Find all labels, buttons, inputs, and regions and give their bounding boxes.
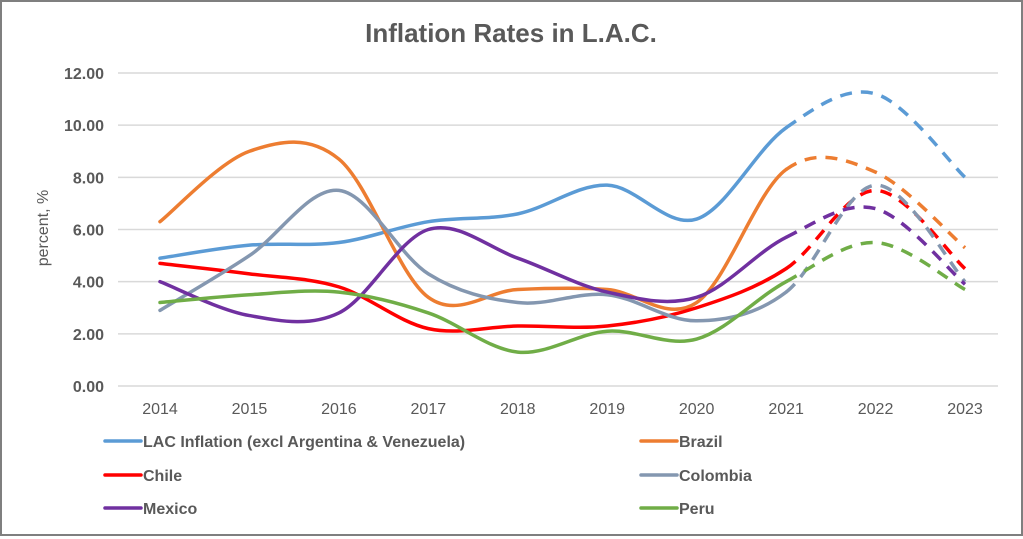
series-lac (158, 90, 967, 260)
y-tick-label: 2.00 (73, 327, 104, 344)
series-line-actual (158, 226, 788, 324)
legend-item: LAC Inflation (excl Argentina & Venezuel… (103, 434, 465, 451)
chart-title: Inflation Rates in L.A.C. (365, 18, 657, 48)
legend-item: Brazil (639, 434, 723, 451)
series-line-actual (158, 188, 788, 323)
series-colombia (158, 183, 967, 323)
y-tick-label: 8.00 (73, 170, 104, 187)
series-line-forecast (785, 240, 966, 292)
series-peru (158, 240, 966, 355)
x-axis-ticks: 2014 2015 2016 2017 2018 2019 2020 2021 2022 2023 (142, 401, 983, 418)
x-tick-label: 2018 (500, 401, 536, 418)
series-line-actual (158, 126, 788, 260)
y-tick-label: 10.00 (64, 118, 104, 135)
x-tick-label: 2023 (947, 401, 983, 418)
series-line-forecast (785, 90, 967, 179)
legend-label: Chile (143, 468, 182, 485)
series-line-forecast (785, 188, 967, 271)
legend: LAC Inflation (excl Argentina & Venezuel… (103, 434, 752, 518)
series-line-actual (158, 279, 788, 355)
x-tick-label: 2022 (858, 401, 894, 418)
y-tick-label: 4.00 (73, 275, 104, 292)
x-tick-label: 2015 (232, 401, 268, 418)
legend-label: Colombia (679, 468, 752, 485)
legend-item: Chile (103, 468, 182, 485)
x-tick-label: 2020 (679, 401, 715, 418)
series-mexico (158, 205, 967, 324)
x-tick-label: 2014 (142, 401, 178, 418)
y-tick-label: 12.00 (64, 66, 104, 83)
series-line-forecast (785, 155, 967, 250)
legend-label: Mexico (143, 501, 197, 518)
legend-label: Peru (679, 501, 715, 518)
series-brazil (158, 140, 967, 311)
legend-item: Colombia (639, 468, 752, 485)
series-line-actual (158, 140, 788, 311)
legend-item: Peru (639, 501, 715, 518)
series-lines (158, 90, 967, 355)
x-tick-label: 2016 (321, 401, 357, 418)
series-chile (158, 188, 967, 333)
y-tick-label: 0.00 (73, 379, 104, 396)
x-tick-label: 2021 (768, 401, 804, 418)
series-line-forecast (785, 205, 967, 286)
y-axis-ticks: 0.00 2.00 4.00 6.00 8.00 10.00 12.00 (64, 66, 104, 396)
series-line-actual (158, 261, 788, 333)
y-tick-label: 6.00 (73, 223, 104, 240)
y-axis-label: percent, % (35, 190, 52, 266)
series-line-forecast (785, 183, 967, 294)
legend-label: Brazil (679, 434, 723, 451)
gridlines (118, 72, 998, 387)
legend-label: LAC Inflation (excl Argentina & Venezuel… (143, 434, 465, 451)
x-tick-label: 2017 (411, 401, 447, 418)
legend-item: Mexico (103, 501, 197, 518)
x-tick-label: 2019 (589, 401, 625, 418)
